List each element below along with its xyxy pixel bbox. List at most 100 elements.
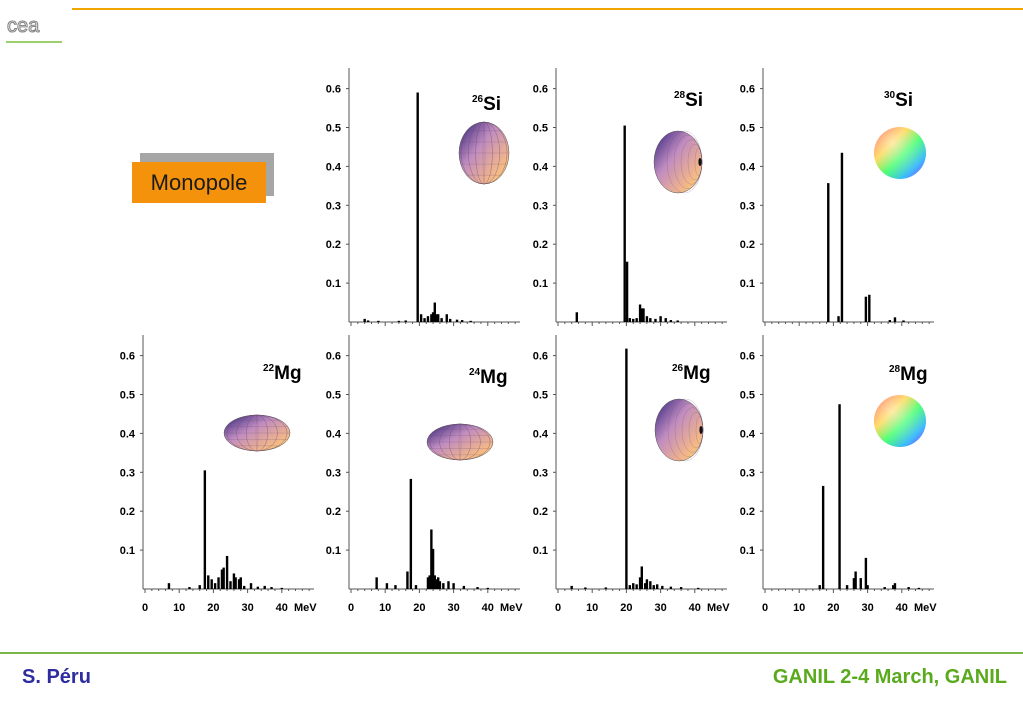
monopole-label: Monopole <box>132 162 266 203</box>
x-tick-label: 40 <box>689 602 701 614</box>
strength-functions-chart-grid: 0.10.20.30.40.50.626Si0.10.20.30.40.50.6… <box>120 68 937 614</box>
strength-bar <box>584 587 587 589</box>
x-tick-label: 20 <box>620 602 632 614</box>
strength-bar <box>225 555 229 589</box>
strength-bar <box>234 577 237 589</box>
strength-bar <box>229 581 232 589</box>
strength-bar <box>655 584 659 589</box>
cea-logo-text: cea <box>7 15 40 37</box>
strength-bar <box>447 581 450 589</box>
strength-bar <box>645 579 649 589</box>
strength-bar <box>864 557 868 589</box>
strength-bar <box>638 304 642 322</box>
x-tick-label: 30 <box>654 602 666 614</box>
y-tick-label: 0.3 <box>326 200 341 212</box>
strength-bar <box>625 348 628 589</box>
y-tick-label: 0.5 <box>326 123 341 135</box>
strength-bar <box>435 314 438 322</box>
strength-bar <box>198 585 201 589</box>
mass-number: 26 <box>472 94 484 105</box>
strength-bar <box>428 575 431 589</box>
strength-bar <box>167 583 171 589</box>
strength-bar <box>375 577 378 589</box>
y-tick-label: 0.1 <box>740 278 755 290</box>
nucleus-label: 26Si <box>472 94 501 115</box>
y-tick-label: 0.6 <box>120 351 135 363</box>
y-tick-label: 0.5 <box>740 390 755 402</box>
y-tick-label: 0.2 <box>533 239 548 251</box>
mass-number: 30 <box>884 90 896 101</box>
nucleus-label: 28Si <box>674 90 703 111</box>
x-tick-label: 20 <box>827 602 839 614</box>
nuclear-shape-oblate <box>653 130 703 194</box>
y-tick-label: 0.5 <box>533 123 548 135</box>
x-tick-label: 10 <box>793 602 805 614</box>
element-symbol: Mg <box>480 367 507 388</box>
strength-bar <box>239 577 242 589</box>
y-tick-label: 0.6 <box>533 84 548 96</box>
x-tick-label: 40 <box>896 602 908 614</box>
strength-bar <box>697 587 700 589</box>
strength-bar <box>256 586 260 589</box>
y-tick-label: 0.4 <box>533 428 549 440</box>
strength-bar <box>640 308 643 322</box>
x-tick-label: 40 <box>482 602 494 614</box>
chart-panel-30si: 0.1 0.2 0.3 0.4 0.5 0.6 30Si <box>740 68 934 326</box>
nucleus-label: 24Mg <box>469 367 508 388</box>
strength-bar <box>632 318 635 322</box>
strength-bar <box>649 318 652 322</box>
x-tick-label: 30 <box>861 602 873 614</box>
strength-bar <box>263 585 266 589</box>
strength-bar <box>476 587 479 589</box>
element-symbol: Si <box>895 90 913 111</box>
strength-bar <box>433 575 436 589</box>
strength-bar <box>649 581 652 589</box>
strength-bar <box>635 584 638 589</box>
strength-bar <box>220 569 224 589</box>
strength-bar <box>435 579 438 589</box>
chart-panel-22mg: 0.1 0.2 0.3 0.4 0.5 0.6 0 10 20 30 40 MeV 22Mg <box>120 335 317 614</box>
strength-bar <box>445 314 448 322</box>
y-tick-label: 0.3 <box>533 467 548 479</box>
y-tick-label: 0.1 <box>740 545 755 557</box>
y-tick-label: 0.6 <box>740 351 755 363</box>
y-tick-label: 0.4 <box>326 428 342 440</box>
y-tick-label: 0.5 <box>326 390 341 402</box>
x-tick-label: 10 <box>586 602 598 614</box>
chart-panel-26mg: 0.1 0.2 0.3 0.4 0.5 0.6 0 10 20 30 40 MeV 26Mg <box>533 335 730 614</box>
strength-bar <box>203 470 207 589</box>
strength-bar <box>902 320 905 322</box>
strength-bar <box>628 318 632 322</box>
ellipsoid-body <box>654 398 704 462</box>
x-unit-label: MeV <box>294 602 317 614</box>
y-tick-label: 0.3 <box>326 467 341 479</box>
mass-number: 28 <box>674 90 686 101</box>
x-unit-label: MeV <box>500 602 523 614</box>
nuclear-shape-spherical <box>874 127 926 179</box>
strength-bar <box>188 587 191 589</box>
chart-panel-24mg: 0.1 0.2 0.3 0.4 0.5 0.6 0 10 20 30 40 MeV 24Mg <box>326 335 523 614</box>
strength-bar <box>419 314 423 322</box>
strength-bar <box>892 585 895 589</box>
nuclear-shape-prolate <box>426 423 494 461</box>
x-unit-label: MeV <box>707 602 730 614</box>
strength-bar <box>838 404 841 589</box>
strength-bar <box>652 585 655 589</box>
strength-bar <box>430 314 433 322</box>
strength-bar <box>640 566 643 589</box>
strength-bar <box>431 548 435 589</box>
strength-bar <box>917 587 921 589</box>
strength-bar <box>213 583 217 589</box>
strength-bar <box>575 312 579 322</box>
strength-bar <box>864 296 868 322</box>
strength-bar <box>866 585 869 589</box>
strength-bar <box>397 320 401 322</box>
chart-panel-28mg: 0.1 0.2 0.3 0.4 0.5 0.6 0 10 20 30 40 MeV 28Mg <box>740 335 937 614</box>
chart-panel-28si: 0.1 0.2 0.3 0.4 0.5 0.6 28Si <box>533 68 727 326</box>
y-tick-label: 0.1 <box>326 278 341 290</box>
strength-bar <box>859 578 862 589</box>
strength-bar <box>893 583 897 589</box>
strength-bar <box>430 529 433 589</box>
strength-bar <box>888 320 892 322</box>
y-tick-label: 0.1 <box>533 278 548 290</box>
